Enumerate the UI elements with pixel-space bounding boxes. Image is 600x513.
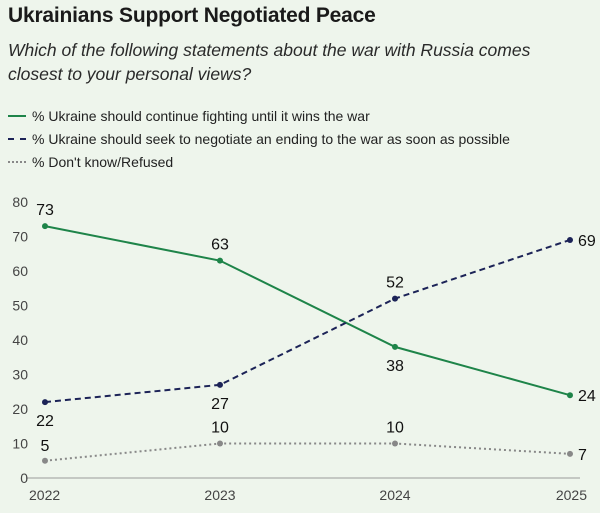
legend-item-fight: % Ukraine should continue fighting until… [8, 104, 510, 127]
y-tick-label: 10 [12, 436, 28, 452]
data-label: 27 [211, 396, 229, 413]
y-tick-label: 50 [12, 298, 28, 314]
legend-swatch-solid [8, 114, 26, 117]
data-point [42, 223, 48, 230]
data-label: 69 [578, 233, 596, 250]
chart-subtitle: Which of the following statements about … [8, 40, 531, 84]
legend-swatch-dashed [8, 137, 26, 140]
data-point [217, 257, 223, 264]
data-label: 24 [578, 388, 596, 405]
data-label: 38 [386, 358, 404, 375]
data-label: 5 [41, 438, 50, 455]
data-label: 7 [578, 447, 587, 464]
series-line-dotted [44, 442, 571, 462]
data-point [392, 295, 398, 302]
data-point [392, 343, 398, 350]
legend-item-negotiate: % Ukraine should seek to negotiate an en… [8, 127, 510, 150]
data-label: 52 [386, 275, 404, 292]
data-point [392, 440, 398, 447]
legend-item-dontknow: % Don't know/Refused [8, 150, 510, 173]
series-line-dashed [44, 239, 571, 404]
legend: % Ukraine should continue fighting until… [8, 104, 510, 173]
x-tick-label: 2025 [556, 487, 587, 503]
chart-title: Ukrainians Support Negotiated Peace [8, 4, 376, 27]
legend-swatch-dotted [8, 160, 26, 163]
series-line-solid [44, 225, 571, 397]
x-tick-label: 2024 [379, 487, 410, 503]
legend-label-negotiate: % Ukraine should seek to negotiate an en… [32, 130, 510, 147]
data-point [217, 440, 223, 447]
data-point [42, 457, 48, 464]
data-point [567, 392, 573, 399]
data-point [567, 450, 573, 457]
data-point [42, 399, 48, 406]
y-tick-label: 80 [12, 194, 28, 210]
data-label: 63 [211, 237, 229, 254]
legend-label-fight: % Ukraine should continue fighting until… [32, 107, 370, 124]
y-tick-label: 40 [12, 332, 28, 348]
x-tick-label: 2022 [29, 487, 60, 503]
legend-label-dontknow: % Don't know/Refused [32, 153, 174, 170]
y-tick-label: 20 [12, 401, 28, 417]
data-label: 22 [36, 413, 54, 430]
data-point [567, 236, 573, 243]
y-tick-label: 60 [12, 263, 28, 279]
y-tick-label: 30 [12, 367, 28, 383]
data-label: 10 [211, 420, 229, 437]
y-tick-label: 0 [20, 470, 28, 486]
y-tick-label: 70 [12, 229, 28, 245]
data-point [217, 381, 223, 388]
data-label: 73 [36, 202, 54, 219]
data-label: 10 [386, 420, 404, 437]
x-tick-label: 2023 [204, 487, 235, 503]
